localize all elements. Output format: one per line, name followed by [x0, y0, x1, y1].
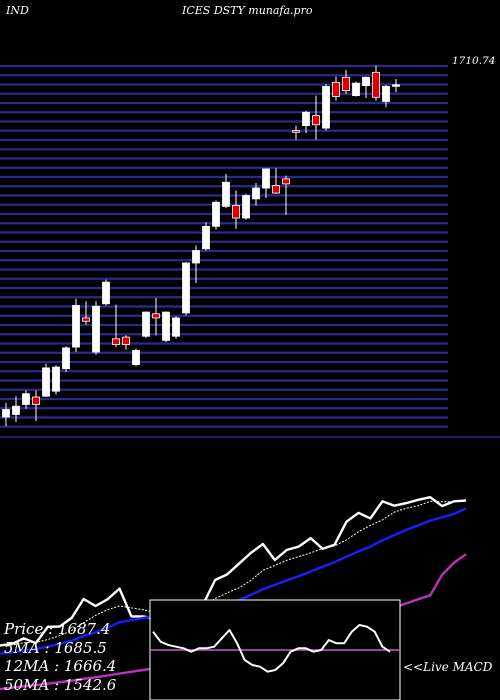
candle [142, 311, 150, 338]
candle [132, 348, 140, 367]
candle-body [122, 336, 130, 345]
candle [352, 81, 360, 97]
macd-panel [149, 599, 401, 700]
series-5ma-line [0, 500, 467, 647]
candle-body [162, 311, 170, 341]
candle-body [82, 317, 90, 322]
candle-body [42, 367, 50, 397]
candle [52, 365, 60, 395]
candle-body [272, 185, 280, 194]
candle-body [262, 168, 270, 189]
candle [92, 301, 100, 355]
candle-body [32, 396, 40, 405]
candle-body [22, 393, 30, 405]
candle-body [332, 81, 340, 97]
candle [392, 78, 400, 93]
candle [82, 301, 90, 325]
candle-body [362, 76, 370, 87]
candle [162, 311, 170, 343]
candle [152, 297, 160, 336]
candle [282, 175, 290, 215]
candle-body [242, 195, 250, 219]
candle-body [12, 405, 20, 415]
candle-body [342, 76, 350, 92]
chart-header-left: IND [6, 4, 29, 17]
candle-body [192, 250, 200, 264]
candle-body [152, 313, 160, 319]
candle [102, 279, 110, 306]
candlestick-series [2, 65, 400, 427]
candle-body [352, 82, 360, 97]
stat-price: Price : 1687.4 [4, 620, 111, 638]
candle [22, 390, 30, 409]
candle-body [222, 181, 230, 207]
candle [372, 65, 380, 101]
candle [222, 173, 230, 209]
candle-body [92, 305, 100, 353]
candle-body [312, 115, 320, 126]
candle-body [232, 205, 240, 219]
candle [322, 83, 330, 131]
candle-body [322, 86, 330, 129]
series-price-line [0, 496, 467, 647]
candle-body [182, 262, 190, 314]
candle-body [2, 409, 10, 418]
candle-body [132, 350, 140, 365]
candle [312, 95, 320, 140]
candle [212, 200, 220, 230]
candle-body [252, 187, 260, 200]
candle-body [212, 201, 220, 227]
candle [122, 335, 130, 350]
candle [302, 110, 310, 134]
candle [332, 76, 340, 101]
candle [292, 125, 300, 140]
candle-body [52, 366, 60, 392]
macd-line [152, 624, 391, 673]
candle-body [142, 311, 150, 337]
candle [42, 363, 50, 398]
candle [232, 190, 240, 229]
candle-body [172, 317, 180, 337]
candle [12, 396, 20, 423]
chart-header-center: ICES DSTY munafa.pro [182, 4, 313, 17]
candle [62, 346, 70, 373]
candle [252, 183, 260, 206]
candle [72, 298, 80, 353]
candle [112, 304, 120, 348]
candle-body [302, 111, 310, 127]
candle-body [282, 178, 290, 185]
stat-5ma: 5MA : 1685.5 [4, 639, 107, 657]
macd-label: <<Live MACD [403, 660, 493, 674]
candle [242, 193, 250, 220]
candle [2, 402, 10, 427]
price-grid-lines [0, 64, 500, 438]
candle [342, 69, 350, 94]
candle [262, 168, 270, 199]
candle [382, 84, 390, 108]
candle-body [292, 130, 300, 133]
candle-body [372, 71, 380, 98]
candle [202, 222, 210, 251]
stat-12ma: 12MA : 1666.4 [4, 657, 117, 675]
candle [362, 76, 370, 99]
y-tick-top: 1710.74 [452, 55, 495, 67]
candle-body [72, 305, 80, 348]
stat-50ma: 50MA : 1542.6 [4, 676, 117, 694]
candle-body [62, 347, 70, 370]
candle [192, 245, 200, 283]
candle-body [202, 225, 210, 250]
candle-body [392, 84, 400, 87]
candle [32, 390, 40, 422]
candle [172, 316, 180, 339]
candle [182, 262, 190, 316]
candle-body [112, 338, 120, 345]
candle-body [102, 281, 110, 305]
candle-body [382, 86, 390, 102]
candle [272, 168, 280, 194]
